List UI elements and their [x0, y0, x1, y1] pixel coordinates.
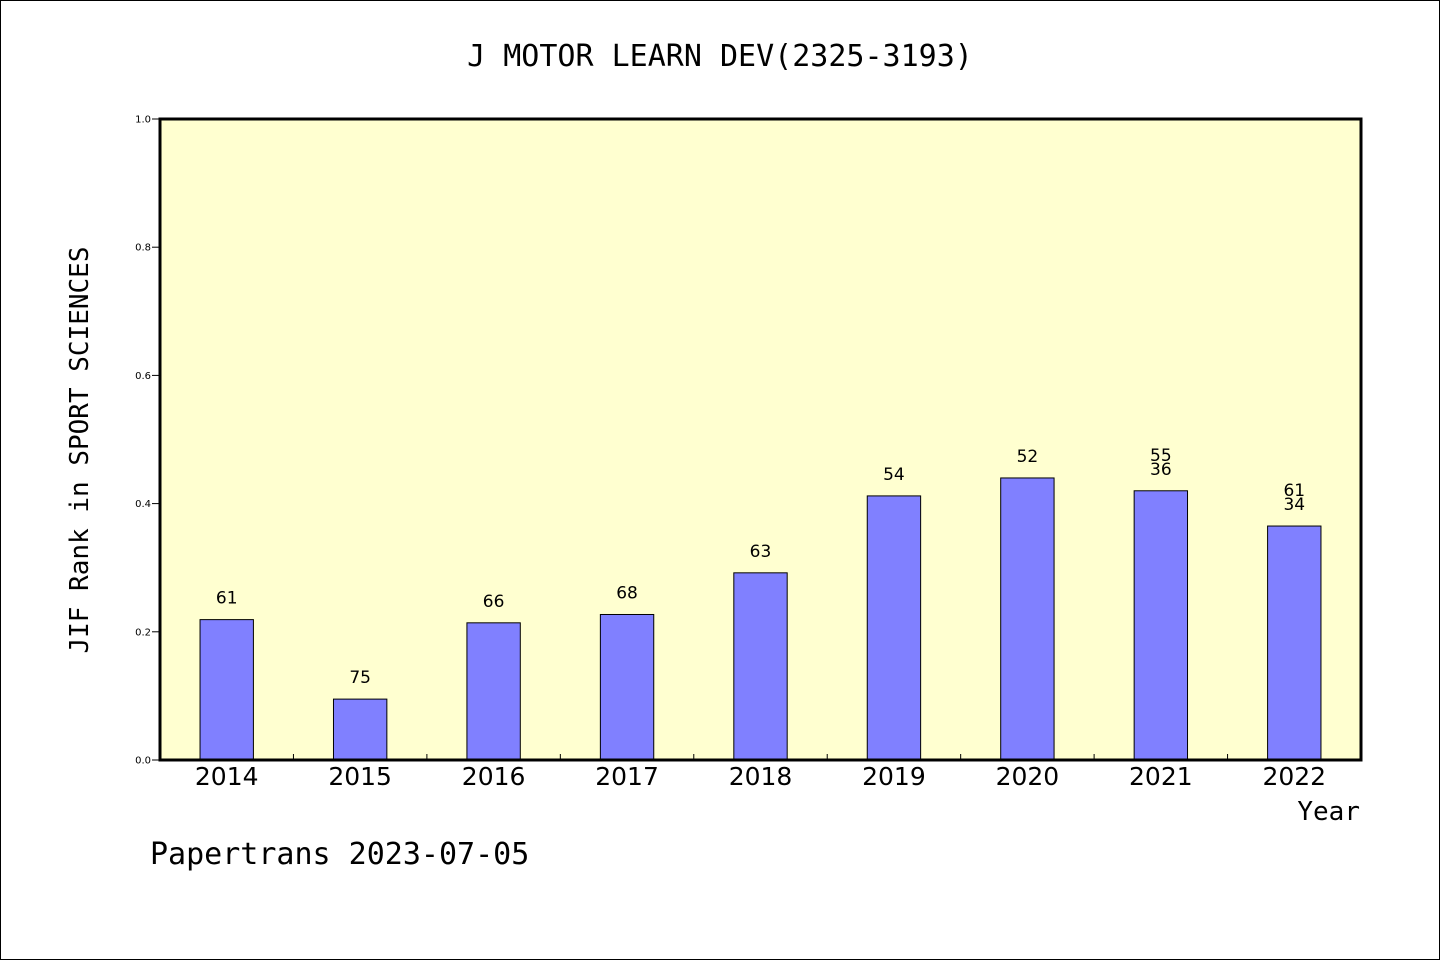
bar-data-label-2021-2: 36	[1150, 460, 1172, 480]
x-tick-label-2016: 2016	[462, 762, 526, 791]
x-tick-label-2015: 2015	[328, 762, 392, 791]
bar-data-label-2016-1: 66	[483, 592, 505, 612]
bar-2021	[1133, 490, 1189, 761]
x-tick-label-2020: 2020	[996, 762, 1060, 791]
x-tick-label-2018: 2018	[729, 762, 793, 791]
x-tick-label-2017: 2017	[595, 762, 659, 791]
y-tick-label-5: 1.0	[135, 115, 151, 126]
y-tick-label-0: 0.0	[135, 756, 151, 767]
y-tick-label-3: 0.6	[135, 371, 151, 382]
x-tick-label-2021: 2021	[1129, 762, 1193, 791]
footer-credit: Papertrans 2023-07-05	[150, 837, 529, 872]
bar-data-label-2022-2: 34	[1283, 495, 1305, 515]
y-axis-label: JIF Rank in SPORT SCIENCES	[65, 247, 95, 654]
bar-data-label-2014-1: 61	[216, 589, 238, 609]
y-tick-label-1: 0.2	[135, 627, 151, 638]
bar-data-label-2022-1: 61	[1283, 481, 1305, 501]
chart-title: J MOTOR LEARN DEV(2325-3193)	[467, 39, 973, 74]
bar-data-label-2018-1: 63	[750, 542, 772, 562]
bar-2019	[866, 495, 922, 761]
bar-2020	[1000, 477, 1055, 761]
bar-2022	[1267, 525, 1322, 761]
y-tick-label-4: 0.8	[135, 243, 151, 254]
bar-2016	[466, 622, 521, 761]
plot-border	[158, 117, 1363, 762]
x-axis-label: Year	[1297, 797, 1360, 827]
x-tick-label-2022: 2022	[1262, 762, 1326, 791]
x-axis-ticks: 2014 2015 2016 2017 2018 2019 2020 2021 2022	[195, 754, 1326, 791]
bar-2014	[199, 619, 254, 761]
y-axis-ticks: 0.0 0.2 0.4 0.6 0.8 1.0	[135, 115, 160, 767]
bars-group	[199, 477, 1322, 761]
bar-2017	[599, 613, 655, 761]
x-tick-label-2019: 2019	[862, 762, 926, 791]
bar-data-label-2017-1: 68	[616, 583, 638, 603]
bar-data-label-2020-1: 52	[1017, 447, 1039, 467]
bar-2015	[332, 698, 388, 761]
bar-data-label-2021-1: 55	[1150, 446, 1172, 466]
bar-2018	[733, 572, 788, 761]
y-tick-label-2: 0.4	[135, 499, 151, 510]
bar-data-label-2019-1: 54	[883, 465, 905, 485]
bar-data-label-2015-1: 75	[349, 668, 371, 688]
x-tick-label-2014: 2014	[195, 762, 259, 791]
